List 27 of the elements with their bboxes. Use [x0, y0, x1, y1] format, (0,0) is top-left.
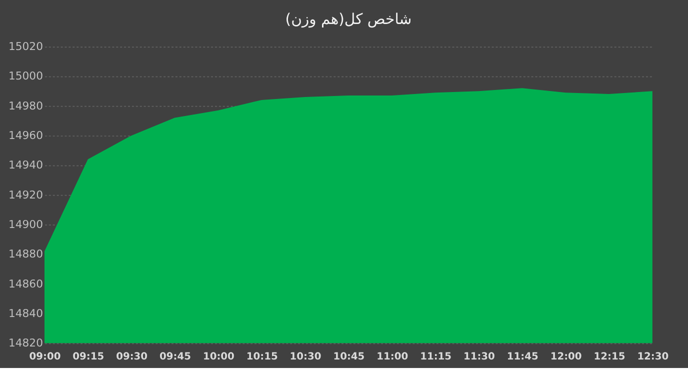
chart-title: شاخص کل(هم وزن) [285, 10, 412, 28]
x-tick-label: 11:00 [376, 351, 408, 362]
y-tick-label: 14980 [8, 99, 44, 112]
x-tick-label: 10:45 [333, 351, 365, 362]
x-tick-label: 09:15 [72, 351, 104, 362]
y-tick-label: 14900 [8, 218, 44, 231]
y-tick-label: 14940 [8, 158, 44, 172]
y-tick-label: 15020 [8, 40, 44, 54]
x-tick-label: 09:45 [160, 351, 192, 362]
y-tick-label: 14860 [8, 277, 44, 290]
x-tick-label: 12:15 [594, 351, 626, 362]
x-tick-label: 11:30 [463, 351, 496, 362]
y-tick-label: 14820 [8, 336, 44, 350]
y-tick-label: 14920 [8, 188, 44, 202]
x-tick-label: 12:00 [550, 351, 582, 362]
x-tick-label: 11:15 [420, 351, 452, 362]
y-tick-label: 14960 [8, 129, 44, 142]
x-tick-label: 10:15 [246, 351, 278, 362]
x-tick-label: 09:00 [29, 351, 61, 362]
y-tick-label: 15000 [8, 70, 44, 83]
x-tick-label: 12:30 [637, 351, 669, 362]
y-tick-label: 14880 [8, 248, 44, 261]
x-tick-label: 09:30 [116, 351, 148, 362]
x-tick-label: 10:00 [202, 351, 235, 362]
x-tick-label: 11:45 [506, 351, 538, 362]
x-tick-label: 10:30 [290, 351, 322, 362]
y-tick-label: 14840 [8, 306, 44, 320]
